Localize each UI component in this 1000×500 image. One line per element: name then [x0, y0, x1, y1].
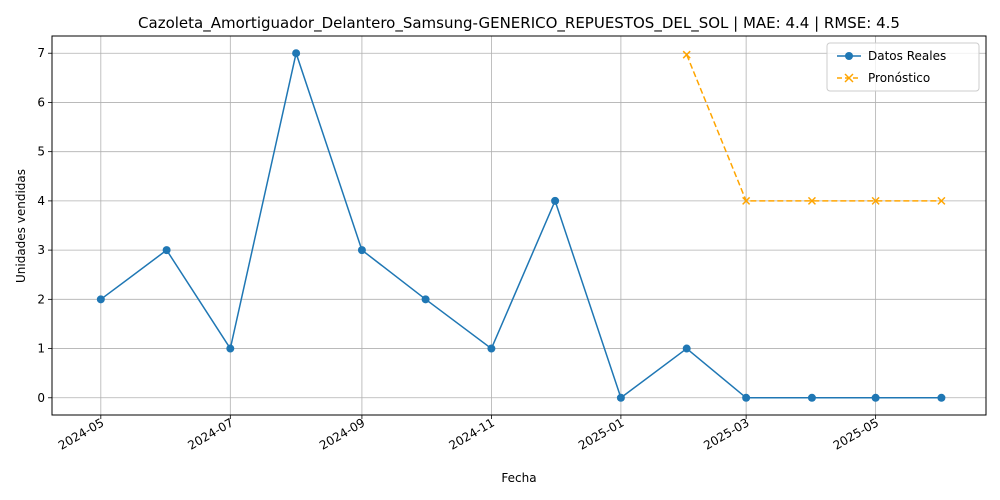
- data-point-datos-reales: [357, 246, 366, 255]
- legend-marker-pronostico: [844, 73, 854, 83]
- data-point-pronostico: [807, 196, 816, 205]
- data-point-datos-reales: [487, 344, 496, 353]
- legend-marker-datos-reales: [845, 52, 853, 60]
- y-tick-label: 5: [37, 145, 45, 159]
- y-tick-label: 3: [37, 243, 45, 257]
- y-axis-label: Unidades vendidas: [14, 169, 28, 283]
- x-tick-label: 2024-11: [446, 415, 496, 452]
- legend-box: [826, 42, 980, 92]
- x-tick-label: 2025-05: [831, 415, 881, 452]
- data-point-datos-reales: [616, 393, 625, 402]
- grid: [52, 36, 986, 415]
- data-point-pronostico: [742, 196, 751, 205]
- data-point-datos-reales: [551, 196, 560, 205]
- data-point-datos-reales: [682, 344, 691, 353]
- data-point-pronostico: [937, 196, 946, 205]
- data-point-datos-reales: [162, 246, 171, 255]
- legend: Datos Reales Pronóstico: [826, 42, 980, 92]
- x-tick-label: 2025-01: [576, 415, 626, 452]
- data-point-pronostico: [871, 196, 880, 205]
- series-line-pronostico: [686, 54, 942, 202]
- x-axis-label: Fecha: [501, 471, 536, 485]
- data-point-datos-reales: [807, 393, 816, 402]
- y-tick-label: 7: [37, 46, 45, 60]
- y-tick-label: 0: [37, 391, 45, 405]
- x-tick-label: 2024-05: [56, 415, 106, 452]
- x-tick-label: 2025-03: [701, 415, 751, 452]
- legend-label-datos-reales: Datos Reales: [868, 49, 946, 63]
- x-tick-label: 2024-07: [185, 415, 235, 452]
- data-point-datos-reales: [871, 393, 880, 402]
- data-point-pronostico: [682, 50, 691, 59]
- data-point-datos-reales: [742, 393, 751, 402]
- y-tick-label: 6: [37, 95, 45, 109]
- series-line-datos-reales: [100, 50, 942, 399]
- y-tick-label: 4: [37, 194, 45, 208]
- data-point-datos-reales: [292, 49, 301, 58]
- chart-title: Cazoleta_Amortiguador_Delantero_Samsung-…: [138, 14, 900, 33]
- y-tick-label: 1: [37, 342, 45, 356]
- data-point-datos-reales: [96, 295, 105, 304]
- y-tick-label: 2: [37, 292, 45, 306]
- series-layer: [96, 49, 946, 402]
- plot-frame: [51, 35, 987, 416]
- legend-label-pronostico: Pronóstico: [868, 71, 930, 85]
- data-point-datos-reales: [226, 344, 235, 353]
- data-point-datos-reales: [937, 393, 946, 402]
- data-point-datos-reales: [421, 295, 430, 304]
- x-tick-label: 2024-09: [317, 415, 367, 452]
